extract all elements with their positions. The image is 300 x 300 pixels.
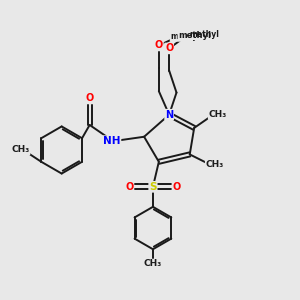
Text: S: S [149,182,157,192]
Text: CH₃: CH₃ [208,110,227,119]
Text: methyl: methyl [190,30,220,39]
Text: methyl: methyl [170,32,200,41]
Text: CH₃: CH₃ [206,160,224,169]
Text: O: O [155,40,163,50]
Text: N: N [165,110,173,120]
Text: NH: NH [103,136,121,146]
Text: O: O [125,182,134,192]
Text: O: O [172,182,181,192]
Text: O: O [165,44,173,53]
Text: methyl: methyl [178,31,211,40]
Text: CH₃: CH₃ [11,146,30,154]
Text: CH₃: CH₃ [144,260,162,268]
Text: O: O [85,94,94,103]
